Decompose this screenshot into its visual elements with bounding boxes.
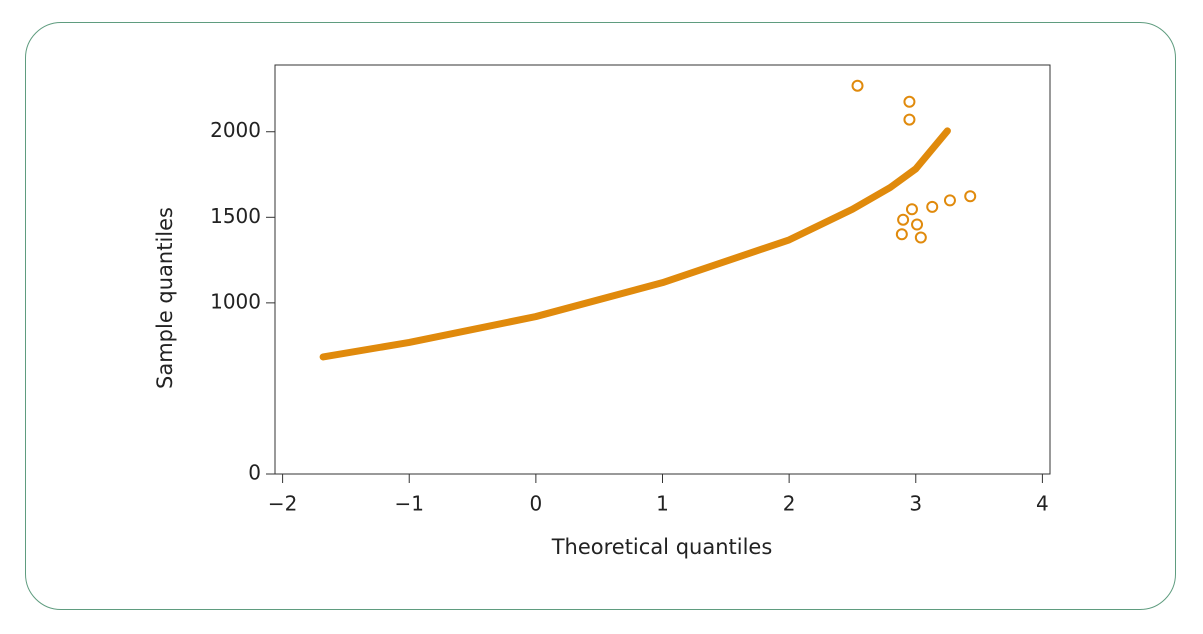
line <box>319 127 951 361</box>
x-tick-label: 1 <box>656 492 669 516</box>
point <box>914 231 927 244</box>
x-axis-title: Theoretical quantiles <box>551 535 773 559</box>
x-tick-label: −1 <box>394 492 423 516</box>
point <box>943 194 956 207</box>
y-tick-label: 1000 <box>210 289 261 313</box>
x-tick-label: 3 <box>909 492 922 516</box>
point <box>911 218 924 231</box>
y-tick-label: 2000 <box>210 118 261 142</box>
y-axis-title: Sample quantiles <box>153 207 177 389</box>
point <box>926 200 939 213</box>
x-tick-label: 4 <box>1036 492 1049 516</box>
point <box>964 190 977 203</box>
point <box>903 113 916 126</box>
point <box>903 95 916 108</box>
x-tick-label: 2 <box>783 492 796 516</box>
x-tick-label: 0 <box>529 492 542 516</box>
point <box>895 228 908 241</box>
point <box>905 203 918 216</box>
card <box>25 22 1176 610</box>
y-tick-label: 1500 <box>210 204 261 228</box>
point <box>851 79 864 92</box>
plot-frame <box>274 64 1051 475</box>
y-tick-label: 0 <box>248 461 261 485</box>
point <box>897 213 910 226</box>
x-tick-label: −2 <box>268 492 297 516</box>
